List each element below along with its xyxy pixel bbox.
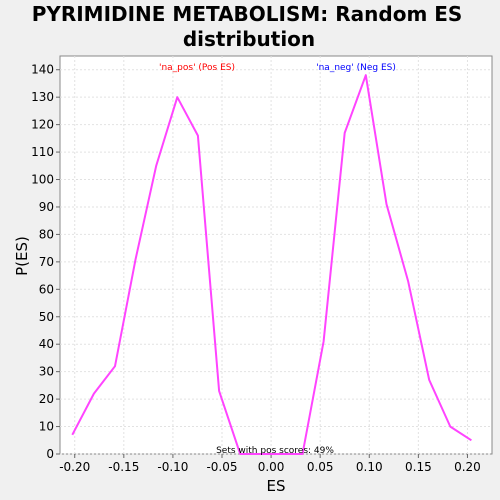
y-tick-label: 140	[31, 63, 54, 77]
y-tick-label: 110	[31, 145, 54, 159]
y-tick-label: 120	[31, 118, 54, 132]
y-tick-label: 60	[39, 282, 54, 296]
x-tick-label: 0.05	[307, 460, 334, 474]
x-tick-label: 0.00	[258, 460, 285, 474]
x-axis-ticks: -0.20 -0.15 -0.10 -0.05 0.00 0.05 0.10 0.15 0.20	[59, 454, 481, 474]
grid-lines	[60, 56, 492, 455]
x-tick-label: -0.20	[59, 460, 90, 474]
x-tick-label: -0.10	[157, 460, 188, 474]
y-tick-label: 20	[39, 392, 54, 406]
pos-scores-note: Sets with pos scores: 49%	[216, 446, 334, 456]
series-group	[71, 74, 472, 455]
y-axis-label: P(ES)	[13, 236, 31, 276]
chart-title-line-1: PYRIMIDINE METABOLISM: Random ES	[32, 2, 463, 26]
neg-es-annotation: 'na_neg' (Neg ES)	[316, 63, 396, 73]
y-tick-label: 70	[39, 255, 54, 269]
chart-title-line-2: distribution	[183, 27, 315, 51]
y-tick-label: 0	[46, 447, 54, 461]
series-line	[71, 74, 472, 455]
plot-area	[59, 55, 493, 455]
x-tick-label: -0.05	[206, 460, 237, 474]
x-axis-label: ES	[267, 477, 286, 495]
y-tick-label: 30	[39, 365, 54, 379]
x-tick-label: -0.15	[108, 460, 139, 474]
y-axis-ticks: 0 10 20 30 40 50 60 70 80 90 100 110 120 130 140	[31, 63, 60, 461]
y-tick-label: 100	[31, 173, 54, 187]
x-tick-label: 0.15	[405, 460, 432, 474]
y-tick-label: 80	[39, 227, 54, 241]
y-tick-label: 90	[39, 200, 54, 214]
y-tick-label: 50	[39, 310, 54, 324]
y-tick-label: 130	[31, 90, 54, 104]
pos-es-annotation: 'na_pos' (Pos ES)	[159, 63, 235, 73]
x-tick-label: 0.10	[356, 460, 383, 474]
x-tick-label: 0.20	[454, 460, 481, 474]
y-tick-label: 10	[39, 420, 54, 434]
y-tick-label: 40	[39, 337, 54, 351]
